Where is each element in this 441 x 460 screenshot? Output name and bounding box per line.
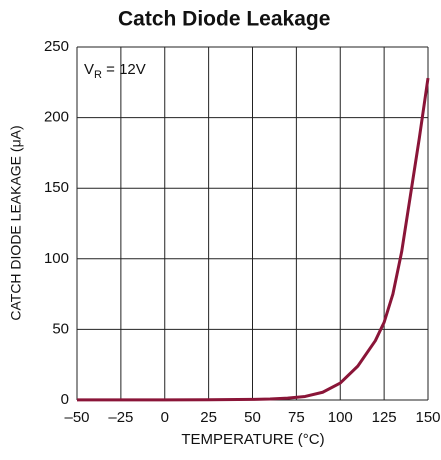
y-tick-label: 50 [52, 320, 69, 337]
x-tick-label: 125 [372, 409, 397, 426]
x-tick-label: 150 [415, 409, 440, 426]
y-axis-label: CATCH DIODE LEAKAGE (μA) [8, 125, 24, 320]
x-tick-label: –50 [64, 409, 89, 426]
x-axis-label: TEMPERATURE (°C) [181, 431, 324, 448]
annotation-subscript: R [94, 69, 102, 81]
x-tick-label: 0 [161, 409, 169, 426]
annotation: VR = 12V [84, 61, 146, 81]
y-tick-label: 250 [44, 38, 69, 55]
line-series [77, 77, 430, 402]
x-tick-label: 100 [328, 409, 353, 426]
annotation-suffix: = 12V [102, 61, 146, 78]
x-tick-label: 25 [200, 409, 217, 426]
y-tick-label: 150 [44, 179, 69, 196]
x-tick-label: 50 [244, 409, 261, 426]
annotation-text: V [84, 61, 94, 78]
chart-title: Catch Diode Leakage [118, 8, 330, 31]
x-tick-label: 75 [288, 409, 305, 426]
y-tick-label: 200 [44, 109, 69, 126]
y-tick-label: 100 [44, 250, 69, 267]
y-tick-label: 0 [61, 391, 69, 408]
x-tick-label: –25 [108, 409, 133, 426]
